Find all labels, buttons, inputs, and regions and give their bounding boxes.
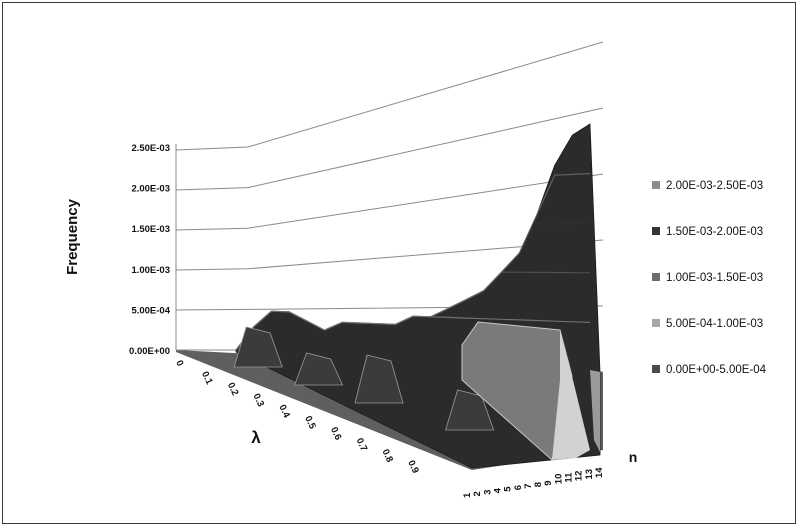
- n-tick-label: 9: [543, 480, 554, 485]
- lambda-tick-label: 0.1: [199, 370, 215, 387]
- legend-swatch: [652, 181, 660, 189]
- legend-label: 1.00E-03-1.50E-03: [666, 272, 763, 284]
- n-tick-label: 3: [482, 490, 493, 495]
- surface-slab-highlight: [552, 330, 590, 460]
- z-tick-label: 2.50E-03: [131, 143, 170, 154]
- lambda-axis-title: λ: [251, 428, 261, 447]
- n-tick-label: 12: [574, 471, 585, 482]
- z-axis-tick-labels: 0.00E+00 5.00E-04 1.00E-03 1.50E-03 2.00E-03…: [129, 143, 171, 357]
- surface-peak: [233, 326, 283, 368]
- lambda-tick-label: 0.4: [276, 403, 292, 420]
- lambda-tick-label: 0.3: [251, 392, 267, 409]
- legend-label: 1.50E-03-2.00E-03: [666, 226, 763, 238]
- lambda-tick-label: 0.5: [302, 414, 318, 431]
- surface-area: [233, 123, 601, 469]
- legend-swatch: [652, 365, 660, 373]
- n-tick-label: 1: [462, 492, 473, 498]
- surface-edge: [590, 370, 600, 452]
- lambda-tick-label: 0: [173, 359, 185, 368]
- n-tick-label: 6: [513, 485, 524, 490]
- surface-peak: [354, 354, 404, 404]
- n-axis-title: n: [629, 449, 638, 465]
- gridline: [175, 173, 604, 231]
- z-tick-label: 1.50E-03: [131, 224, 170, 235]
- n-tick-label: 5: [503, 486, 514, 492]
- legend-label: 0.00E+00-5.00E-04: [666, 364, 767, 376]
- lambda-tick-label: 0.2: [225, 381, 241, 398]
- lambda-tick-label: 0.7: [354, 436, 370, 453]
- z-tick-label: 1.00E-03: [131, 265, 170, 276]
- z-tick-label: 5.00E-04: [131, 305, 170, 316]
- lambda-tick-label: 0.6: [328, 425, 344, 442]
- z-axis-title: Frequency: [64, 198, 81, 275]
- lambda-tick-label: 0.9: [405, 459, 421, 476]
- n-axis-tick-labels: 1 2 3 4 5 6 7 8 9 10 11 12 13 14: [462, 467, 605, 498]
- n-tick-label: 4: [493, 487, 504, 493]
- lambda-axis-tick-labels: 0 0.1 0.2 0.3 0.4 0.5 0.6 0.7 0.8 0.9: [173, 359, 421, 476]
- gridline: [175, 41, 604, 151]
- n-tick-label: 11: [564, 472, 575, 483]
- z-tick-label: 2.00E-03: [131, 184, 170, 195]
- z-tick-label: 0.00E+00: [129, 346, 170, 357]
- surface-peak: [294, 352, 344, 386]
- legend-label: 5.00E-04-1.00E-03: [666, 318, 763, 330]
- legend-swatch: [652, 227, 660, 235]
- surface-band-line: [235, 173, 591, 351]
- legend-swatch: [652, 319, 660, 327]
- legend-label: 2.00E-03-2.50E-03: [666, 180, 763, 192]
- n-tick-label: 7: [523, 484, 534, 489]
- legend-swatch: [652, 273, 660, 281]
- n-tick-label: 10: [553, 474, 564, 485]
- n-tick-label: 13: [584, 469, 595, 480]
- lambda-tick-label: 0.8: [379, 448, 395, 465]
- gridline: [175, 107, 604, 191]
- n-tick-label: 14: [594, 467, 605, 478]
- legend: 2.00E-03-2.50E-03 1.50E-03-2.00E-03 1.00E-…: [652, 180, 767, 376]
- n-tick-label: 2: [472, 491, 483, 496]
- n-tick-label: 8: [533, 482, 544, 487]
- gridline: [175, 239, 604, 271]
